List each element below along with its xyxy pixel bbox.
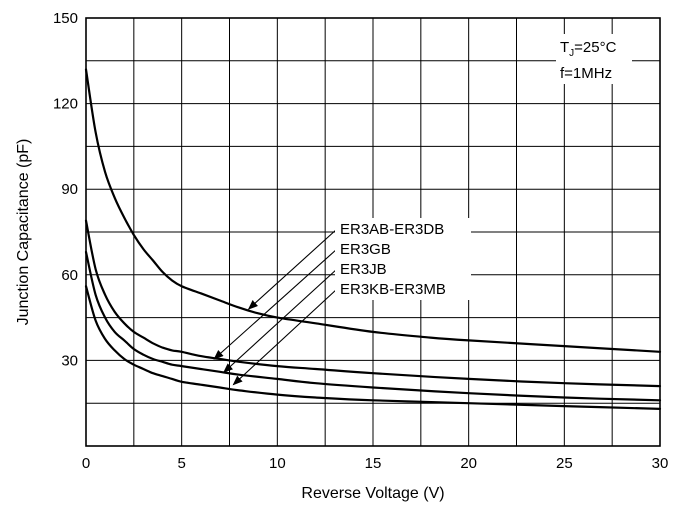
series-line-er3jb [84,250,662,402]
series-line-er3gb [84,219,662,388]
legend-label-er3jb: ER3JB [340,261,387,278]
condition-frequency: f=1MHz [560,65,612,82]
condition-temperature: TJ=25°C [560,39,617,59]
x-axis-title: Reverse Voltage (V) [301,485,444,502]
callout-arrow-er3jb [223,268,338,374]
x-tick-label: 15 [365,455,382,472]
grid [86,18,660,446]
y-tick-label: 90 [61,181,78,198]
x-tick-label: 10 [269,455,286,472]
y-tick-label: 120 [53,96,78,113]
conditions-box [556,34,632,84]
legend-callouts [213,228,338,386]
condition-temperature-value: =25°C [574,39,616,56]
legend-label-er3kb-er3mb: ER3KB-ER3MB [340,281,446,298]
legend-label-er3gb: ER3GB [340,241,391,258]
tick-labels: 0 5 10 15 20 25 30 30 60 90 120 150 [53,10,668,472]
x-tick-label: 25 [556,455,573,472]
legend-box [335,218,471,300]
condition-temperature-prefix: T [560,39,569,56]
series-line-er3ab-er3db [84,68,662,353]
legend-label-er3ab-er3db: ER3AB-ER3DB [340,221,444,238]
y-tick-label: 30 [61,352,78,369]
plot-frame [85,17,661,447]
series-line-er3kb-er3mb [84,285,662,410]
y-axis-title: Junction Capacitance (pF) [15,139,32,326]
callout-arrow-er3gb [213,248,338,360]
callout-arrow-er3ab-er3db [247,228,338,310]
x-tick-label: 0 [82,455,90,472]
x-tick-label: 20 [460,455,477,472]
callout-arrow-er3kb-er3mb [232,288,338,386]
y-tick-label: 60 [61,267,78,284]
x-tick-label: 30 [652,455,669,472]
y-tick-label: 150 [53,10,78,27]
series-lines [84,68,662,410]
x-tick-label: 5 [177,455,185,472]
condition-temperature-subscript: J [569,48,574,59]
